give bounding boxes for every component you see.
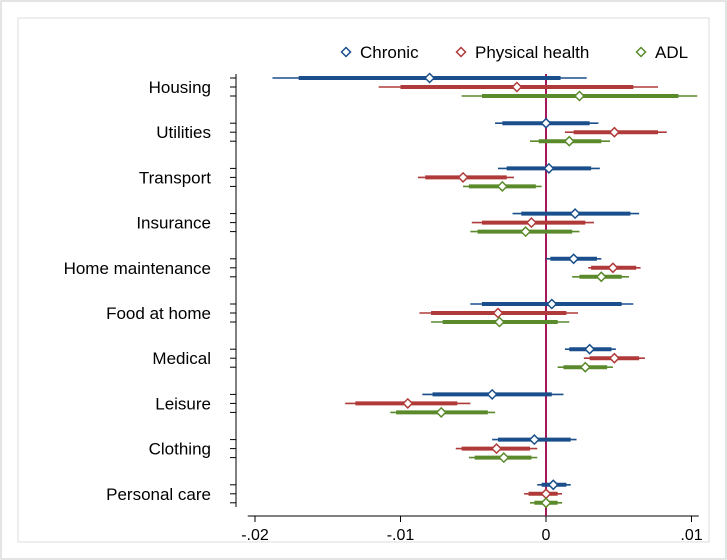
legend-marker-chronic — [340, 46, 352, 58]
legend-label-physical-health: Physical health — [475, 43, 589, 62]
category-label-home-maintenance: Home maintenance — [64, 259, 211, 278]
point-estimate-adl-transport — [496, 180, 508, 192]
legend-item-chronic: Chronic — [340, 43, 419, 62]
point-estimate-chronic-clothing — [528, 434, 540, 446]
point-estimate-chronic-housing — [424, 72, 436, 84]
point-estimate-physical-health-utilities — [608, 126, 620, 138]
point-estimate-adl-insurance — [520, 226, 532, 238]
plot-area-frame — [17, 17, 710, 543]
point-estimate-chronic-transport — [543, 162, 555, 174]
point-estimate-chronic-personal-care — [547, 479, 559, 491]
point-estimate-adl-home-maintenance — [595, 271, 607, 283]
point-estimate-adl-leisure — [435, 406, 447, 418]
point-estimate-physical-health-transport — [457, 171, 469, 183]
category-label-food-at-home: Food at home — [106, 304, 211, 323]
point-estimate-adl-food-at-home — [493, 316, 506, 328]
x-tick-label: -.01 — [387, 527, 415, 544]
y-axis: Housing Utilities Transport Insurance Home m… — [64, 74, 237, 507]
legend-label-adl: ADL — [655, 43, 688, 62]
point-estimate-chronic-leisure — [486, 388, 498, 400]
point-estimate-physical-health-clothing — [490, 443, 503, 455]
point-estimate-physical-health-insurance — [525, 217, 538, 229]
point-estimate-chronic-food-at-home — [546, 298, 558, 310]
legend-label-chronic: Chronic — [360, 43, 419, 62]
point-estimate-chronic-home-maintenance — [568, 253, 580, 265]
point-estimate-chronic-insurance — [569, 208, 581, 220]
point-estimate-adl-medical — [579, 361, 591, 373]
point-estimate-adl-personal-care — [540, 497, 552, 509]
category-label-clothing: Clothing — [149, 440, 211, 459]
category-label-transport: Transport — [139, 168, 211, 187]
category-label-insurance: Insurance — [136, 214, 211, 233]
point-estimate-chronic-medical — [584, 343, 596, 355]
legend: Chronic Physical health ADL — [340, 43, 688, 62]
point-estimate-physical-health-medical — [608, 352, 620, 364]
category-label-medical: Medical — [152, 349, 211, 368]
x-tick-label: -.02 — [241, 527, 269, 544]
category-label-personal-care: Personal care — [106, 485, 211, 504]
point-estimate-adl-clothing — [498, 452, 510, 464]
category-label-utilities: Utilities — [156, 123, 211, 142]
point-estimate-chronic-utilities — [540, 117, 552, 129]
legend-item-physical-health: Physical health — [455, 43, 589, 62]
legend-marker-adl — [635, 46, 647, 58]
x-tick-label: .01 — [680, 527, 702, 544]
x-tick-label: 0 — [542, 527, 551, 544]
category-label-housing: Housing — [149, 78, 211, 97]
point-estimate-physical-health-food-at-home — [492, 307, 504, 319]
point-estimate-adl-utilities — [563, 135, 575, 147]
legend-marker-physical-health — [455, 46, 467, 58]
chart-marks — [272, 72, 698, 509]
point-estimate-physical-health-housing — [511, 81, 523, 93]
point-estimate-physical-health-home-maintenance — [607, 262, 619, 274]
x-axis: -.02 -.01 0 .01 — [241, 515, 703, 544]
point-estimate-physical-health-leisure — [402, 397, 414, 409]
legend-item-adl: ADL — [635, 43, 688, 62]
category-label-leisure: Leisure — [155, 394, 211, 413]
point-estimate-adl-housing — [573, 90, 586, 102]
